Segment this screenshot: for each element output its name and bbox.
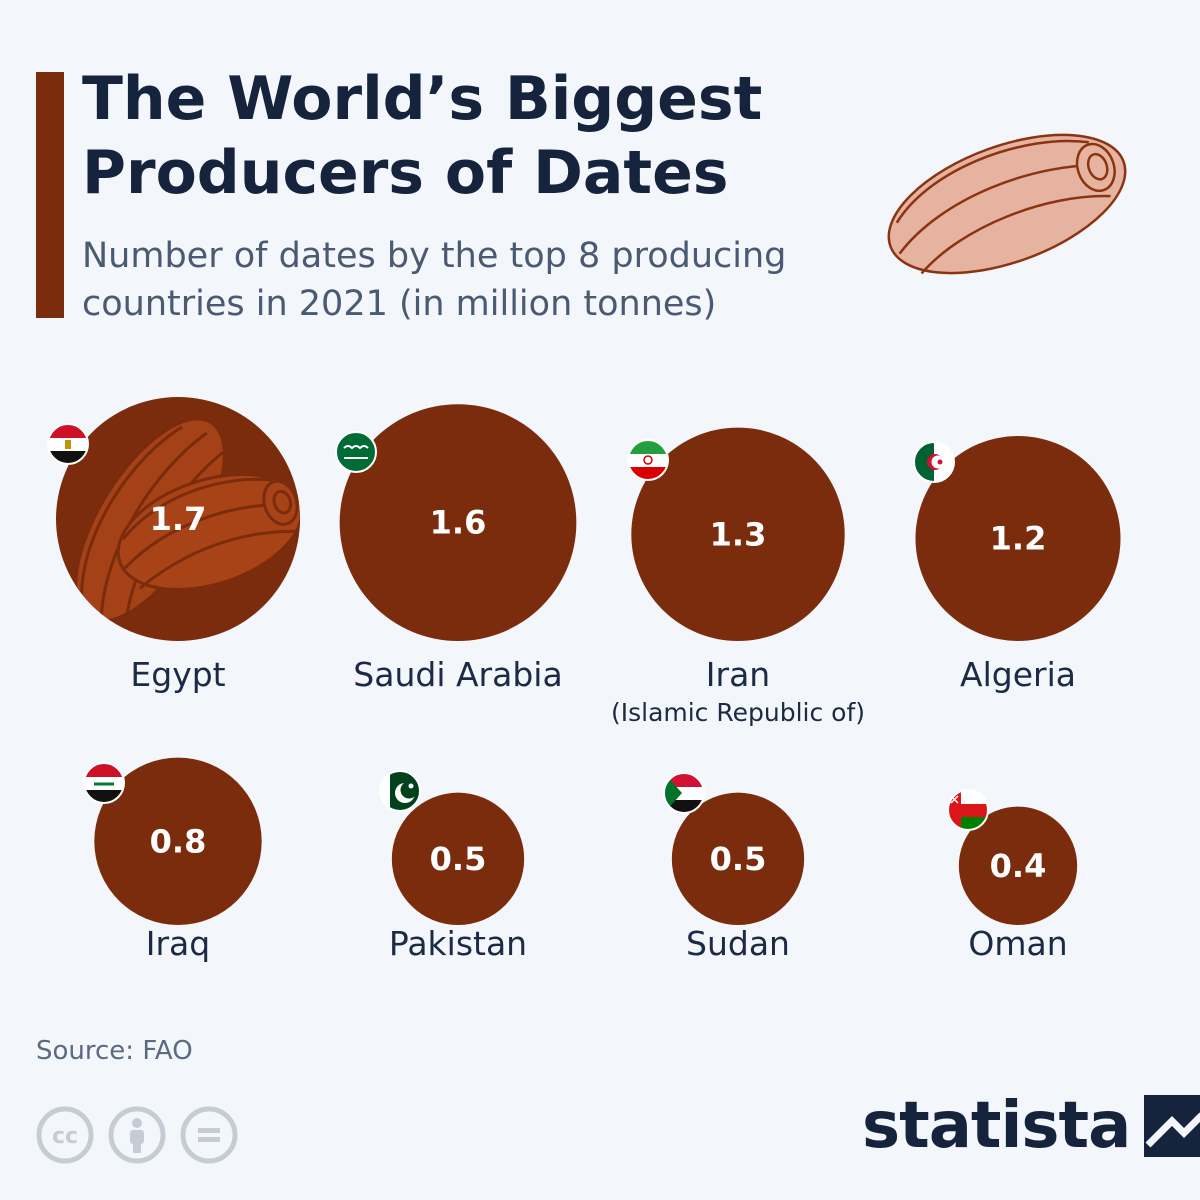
value-label-oman: 0.4 xyxy=(990,847,1047,885)
cc-icon[interactable]: cc xyxy=(36,1106,94,1164)
oman-flag xyxy=(947,789,989,831)
statista-logo[interactable]: statista xyxy=(862,1094,1200,1158)
svg-text:cc: cc xyxy=(52,1124,78,1149)
no-derivatives-icon[interactable] xyxy=(180,1106,238,1164)
egypt-date-decoration xyxy=(74,417,300,623)
country-sublabel-iran: (Islamic Republic of) xyxy=(611,698,865,727)
statista-mark-icon xyxy=(1144,1095,1200,1157)
attribution-icon[interactable] xyxy=(108,1106,166,1164)
value-label-saudi-arabia: 1.6 xyxy=(430,504,487,542)
country-label-sudan: Sudan xyxy=(686,924,790,963)
license-icons: cc xyxy=(36,1106,238,1164)
iran-flag xyxy=(627,439,669,481)
saudi-arabia-flag xyxy=(335,431,377,473)
bubble-chart: 1.7 1.6 1.3 1.2 0.8 0.5 0.5 0.4 Egypt Saudi Arab… xyxy=(47,397,1121,963)
chart-subtitle: Number of dates by the top 8 producing c… xyxy=(82,232,842,328)
value-label-iraq: 0.8 xyxy=(150,822,207,860)
country-label-egypt: Egypt xyxy=(130,655,225,694)
algeria-flag xyxy=(913,441,955,483)
sudan-flag xyxy=(663,772,705,814)
egypt-flag xyxy=(47,423,89,465)
bubble-algeria xyxy=(915,435,1121,641)
title-accent-bar xyxy=(36,72,64,318)
subtitle-line-2: countries in 2021 (in million tonnes) xyxy=(82,284,717,324)
country-label-iraq: Iraq xyxy=(146,924,210,963)
country-label-iran: Iran xyxy=(706,655,770,694)
title-line-1: The World’s Biggest xyxy=(82,64,763,134)
pakistan-flag xyxy=(379,770,421,812)
brand-wordmark: statista xyxy=(862,1089,1131,1163)
value-label-pakistan: 0.5 xyxy=(430,840,487,878)
country-label-algeria: Algeria xyxy=(960,655,1076,694)
country-label-saudi-arabia: Saudi Arabia xyxy=(353,655,562,694)
bubble-iran xyxy=(631,427,845,641)
bubble-sudan xyxy=(671,792,805,925)
country-label-oman: Oman xyxy=(968,924,1067,963)
value-label-egypt: 1.7 xyxy=(150,500,207,538)
value-label-algeria: 1.2 xyxy=(990,519,1047,557)
title-line-2: Producers of Dates xyxy=(82,138,729,208)
iraq-flag xyxy=(83,762,125,804)
subtitle-line-1: Number of dates by the top 8 producing xyxy=(82,236,787,276)
country-label-pakistan: Pakistan xyxy=(389,924,527,963)
date-fruit-illustration xyxy=(887,133,1127,275)
bubble-iraq xyxy=(94,757,262,926)
value-label-sudan: 0.5 xyxy=(710,840,767,878)
bubble-saudi-arabia xyxy=(339,404,577,641)
chart-title: The World’s Biggest Producers of Dates xyxy=(82,62,842,210)
bubble-pakistan xyxy=(391,792,525,925)
bubble-oman xyxy=(958,806,1078,925)
source-note: Source: FAO xyxy=(36,1036,193,1066)
value-label-iran: 1.3 xyxy=(710,515,767,553)
